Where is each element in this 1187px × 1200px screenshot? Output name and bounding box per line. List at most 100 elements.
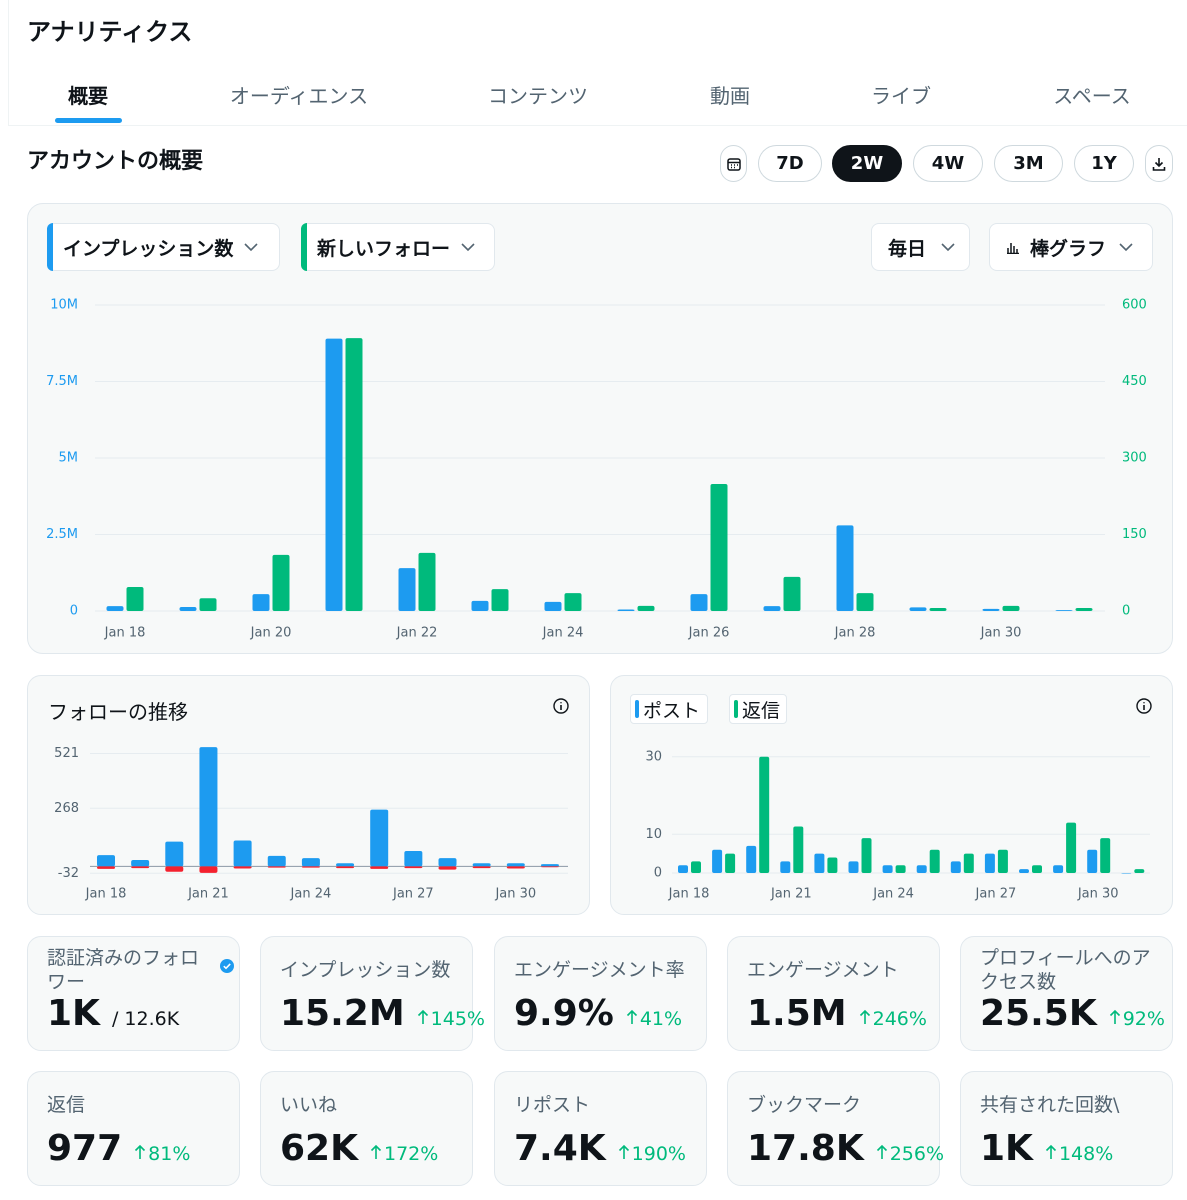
stat-label: エンゲージメント率 xyxy=(514,959,685,981)
range-button[interactable]: 1Y xyxy=(1074,145,1134,182)
tab[interactable]: 概要 xyxy=(68,84,108,108)
stat-card xyxy=(27,1071,240,1186)
calendar-button[interactable] xyxy=(720,145,747,182)
verified-badge xyxy=(219,958,235,978)
stat-value: 62K xyxy=(280,1128,358,1169)
tab[interactable]: ライブ xyxy=(871,84,931,108)
download-button[interactable] xyxy=(1145,145,1173,182)
stat-total: / 12.6K xyxy=(111,1008,180,1030)
tab[interactable]: オーディエンス xyxy=(229,84,369,108)
metric-dropdown[interactable]: インプレッション数 xyxy=(47,223,280,271)
chart-style-dropdown[interactable]: 棒グラフ xyxy=(989,223,1153,271)
metric-accent xyxy=(47,223,53,271)
up-arrow-graphic xyxy=(135,1144,146,1159)
legend-label: ポスト xyxy=(643,699,701,722)
up-arrow-graphic xyxy=(370,1144,382,1159)
main-chart-card xyxy=(27,203,1173,654)
up-arrow xyxy=(134,1144,146,1160)
calendar-icon-graphic xyxy=(726,157,741,171)
up-arrow xyxy=(859,1009,871,1025)
stat-value-row: 1.5M 246% xyxy=(747,992,927,1036)
legend-swatch xyxy=(734,700,738,718)
stat-label: ブックマーク xyxy=(747,1094,862,1116)
chevron-graphic xyxy=(244,243,259,252)
stat-label: エンゲージメント xyxy=(747,959,899,981)
stat-card xyxy=(960,936,1173,1051)
stat-card xyxy=(494,1071,707,1186)
stat-label-box: エンゲージメント率 xyxy=(514,941,692,999)
chart-style-label: 棒グラフ xyxy=(1030,237,1107,260)
stat-label-box: プロフィールへのアクセス数 xyxy=(980,941,1158,999)
chevron-graphic xyxy=(461,243,475,252)
stat-change: 92% xyxy=(1122,1008,1165,1030)
legend-chip[interactable]: ポスト xyxy=(630,694,708,724)
tab[interactable]: スペース xyxy=(1053,84,1131,108)
stat-value: 1K xyxy=(980,1128,1033,1169)
up-arrow-graphic xyxy=(1045,1144,1057,1159)
up-arrow xyxy=(417,1009,429,1025)
chevron-graphic xyxy=(1119,243,1133,252)
up-arrow xyxy=(370,1144,382,1160)
info-graphic-graphic xyxy=(553,698,569,714)
stat-change: 256% xyxy=(889,1143,945,1165)
stat-card xyxy=(260,936,473,1051)
up-arrow-graphic xyxy=(417,1009,428,1024)
verified-icon xyxy=(219,958,235,974)
stat-value-row: 1K / 12.6K xyxy=(47,992,179,1036)
up-arrow xyxy=(876,1144,888,1160)
up-arrow xyxy=(1109,1009,1121,1025)
tab-indicator xyxy=(55,118,122,123)
stat-value: 9.9% xyxy=(514,993,614,1034)
stat-value: 15.2M xyxy=(280,993,405,1034)
stat-label-box: いいね xyxy=(280,1076,458,1134)
bar-chart-icon-graphic xyxy=(1007,243,1019,254)
stat-card xyxy=(960,1071,1173,1186)
stat-value: 977 xyxy=(47,1128,123,1169)
metric-dropdown[interactable]: 新しいフォロー xyxy=(301,223,495,271)
stat-change: 190% xyxy=(631,1143,686,1165)
chevron xyxy=(460,239,476,255)
tab-divider xyxy=(8,125,1187,126)
stat-value-row: 62K 172% xyxy=(280,1127,438,1171)
up-arrow-graphic xyxy=(876,1144,887,1159)
metric-label: インプレッション数 xyxy=(63,237,234,260)
up-arrow-graphic xyxy=(859,1009,870,1024)
stat-value: 7.4K xyxy=(514,1128,606,1169)
stat-label-box: エンゲージメント xyxy=(747,941,925,999)
legend-chip[interactable]: 返信 xyxy=(729,694,787,724)
up-arrow xyxy=(1045,1144,1057,1160)
stat-label-box: インプレッション数 xyxy=(280,941,458,999)
info-icon[interactable] xyxy=(552,697,570,719)
stat-change: 148% xyxy=(1058,1143,1114,1165)
page-title: アナリティクス xyxy=(27,18,193,46)
stat-value-row: 1K 148% xyxy=(980,1127,1113,1171)
stat-card xyxy=(494,936,707,1051)
chevron-graphic xyxy=(941,243,955,252)
tab[interactable]: コンテンツ xyxy=(488,84,588,108)
stat-value-row: 15.2M 145% xyxy=(280,992,485,1036)
stat-label: リポスト xyxy=(514,1094,591,1116)
tab[interactable]: 動画 xyxy=(710,84,750,108)
range-button[interactable]: 4W xyxy=(913,145,983,182)
stat-card xyxy=(727,936,940,1051)
stat-label: プロフィールへのアクセス数 xyxy=(980,947,1151,993)
range-button[interactable]: 3M xyxy=(994,145,1063,182)
stat-value: 1.5M xyxy=(747,993,847,1034)
metric-label: 新しいフォロー xyxy=(317,237,451,260)
interval-dropdown[interactable]: 毎日 xyxy=(871,223,970,271)
download-icon-graphic xyxy=(1152,157,1166,171)
bar-chart-icon xyxy=(1006,240,1020,254)
range-button[interactable]: 7D xyxy=(758,145,822,182)
up-arrow xyxy=(626,1009,638,1025)
stat-change: 172% xyxy=(384,1143,439,1165)
info-graphic xyxy=(552,697,570,715)
stat-label: インプレッション数 xyxy=(280,959,451,981)
follow-chart-card xyxy=(27,675,590,915)
up-arrow-graphic xyxy=(618,1144,629,1159)
stat-value-row: 25.5K 92% xyxy=(980,992,1165,1036)
range-button[interactable]: 2W xyxy=(832,145,902,182)
legend-label: 返信 xyxy=(742,699,781,722)
info-icon[interactable] xyxy=(1135,697,1153,719)
up-arrow-graphic xyxy=(626,1009,637,1024)
